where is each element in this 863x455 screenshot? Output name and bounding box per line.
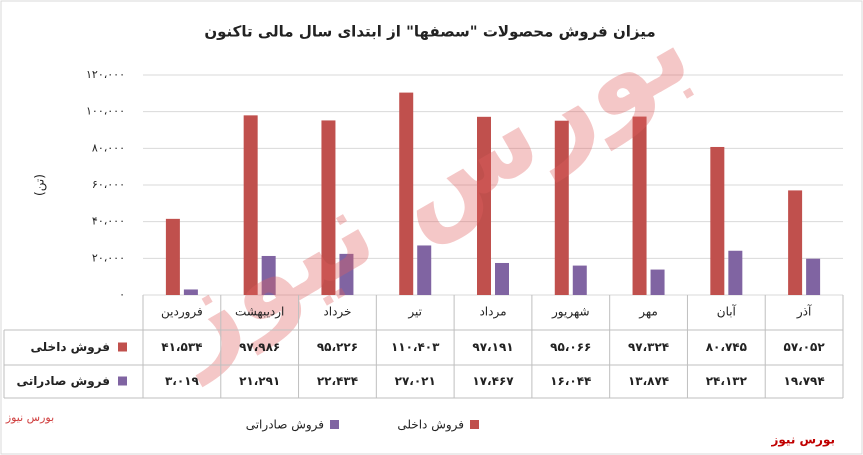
table-value: ۲۴،۱۳۲ [706, 374, 748, 388]
table-value: ۳،۰۱۹ [165, 374, 200, 388]
bar [710, 146, 725, 295]
bar [165, 218, 180, 295]
bar [399, 92, 414, 295]
table-value: ۲۲،۴۳۴ [317, 374, 358, 388]
table-value: ۱۳،۸۷۴ [628, 374, 669, 388]
y-tick-label: ۴۰،۰۰۰ [92, 215, 125, 228]
table-value: ۵۷،۰۵۲ [784, 340, 826, 354]
y-axis-label: (تن) [33, 174, 48, 196]
logo-text: بورس نیوز [5, 411, 54, 424]
y-tick-label: ۸۰،۰۰۰ [92, 141, 125, 154]
y-tick-label: ۰ [119, 288, 125, 301]
bar [477, 116, 491, 295]
table-value: ۹۷،۹۸۶ [239, 340, 280, 354]
bar [261, 255, 276, 295]
bar [572, 265, 587, 295]
table-value: ۹۷،۳۲۴ [628, 340, 669, 354]
bar [788, 190, 803, 295]
table-value: ۸۰،۷۴۵ [706, 340, 747, 354]
bar [339, 253, 354, 295]
legend-key [118, 376, 127, 386]
chart-title: میزان فروش محصولات "سصفها" از ابتدای سال… [204, 23, 655, 41]
bar [417, 245, 432, 295]
row-label: فروش صادراتی [17, 374, 110, 389]
table-value: ۹۵،۲۲۶ [317, 340, 358, 354]
x-tick-label: مرداد [479, 305, 506, 320]
y-tick-label: ۶۰،۰۰۰ [92, 178, 125, 191]
legend-key [330, 420, 339, 429]
table-value: ۴۱،۵۳۴ [161, 340, 202, 354]
x-tick-label: شهریور [551, 305, 590, 320]
y-tick-label: ۱۲۰،۰۰۰ [86, 68, 125, 81]
bar [728, 250, 743, 295]
table-value: ۲۷،۰۲۱ [395, 374, 436, 388]
table-value: ۱۶،۰۴۴ [550, 374, 591, 388]
bar [243, 115, 258, 295]
brand: بورس نیوز [770, 433, 835, 448]
table-value: ۹۵،۰۶۶ [550, 340, 591, 354]
legend-label: فروش صادراتی [246, 418, 324, 433]
x-tick-label: خرداد [323, 305, 351, 320]
y-tick-label: ۱۰۰،۰۰۰ [86, 105, 125, 118]
x-tick-label: آبان [717, 304, 737, 319]
table-value: ۱۷،۴۶۷ [472, 374, 514, 388]
table-value: ۱۹،۷۹۴ [784, 374, 825, 388]
x-tick-label: آذر [796, 304, 812, 320]
bar [321, 120, 336, 295]
table-value: ۱۱۰،۴۰۳ [391, 340, 440, 354]
x-tick-label: اردیبهشت [235, 305, 284, 320]
bar [183, 289, 198, 295]
x-tick-label: تیر [407, 305, 422, 320]
bar [806, 258, 821, 295]
x-tick-label: مهر [638, 305, 658, 320]
legend-key [470, 420, 479, 429]
row-label: فروش داخلی [31, 340, 110, 355]
y-tick-label: ۲۰،۰۰۰ [92, 251, 125, 264]
legend-label: فروش داخلی [397, 418, 464, 433]
bar [632, 116, 647, 296]
x-tick-label: فروردین [161, 305, 203, 320]
table-value: ۹۷،۱۹۱ [472, 340, 513, 354]
bar [495, 262, 509, 295]
bar [650, 269, 665, 295]
table-value: ۲۱،۲۹۱ [239, 374, 280, 388]
bar [554, 120, 569, 295]
legend-key [118, 342, 127, 352]
